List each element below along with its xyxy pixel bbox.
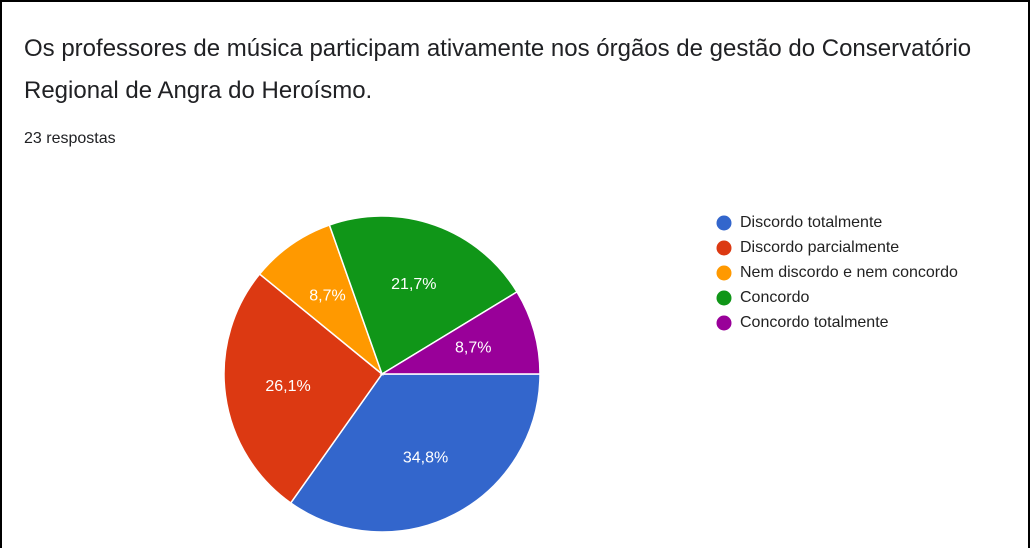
legend-marker [716, 265, 732, 281]
pie-slice [328, 215, 519, 376]
legend-label: Nem discordo e nem concordo [740, 264, 958, 281]
slice-label: 34,8% [403, 449, 448, 466]
legend-label: Discordo totalmente [740, 214, 882, 231]
slice-label: 26,1% [265, 378, 310, 395]
legend-label: Concordo totalmente [740, 314, 889, 331]
pie-slice [258, 224, 384, 377]
slice-label: 8,7% [455, 340, 491, 357]
legend-marker [716, 315, 732, 331]
slice-label: 8,7% [309, 288, 345, 305]
chart-subtitle: 23 respostas [24, 130, 116, 147]
legend-label: Concordo [740, 289, 809, 306]
legend-label: Discordo parcialmente [740, 239, 899, 256]
legend-marker [716, 290, 732, 306]
legend-marker [716, 215, 732, 231]
pie-slice [223, 272, 384, 505]
slice-label: 21,7% [391, 276, 436, 293]
pie-slice [289, 373, 541, 533]
pie-slice [379, 290, 541, 375]
legend-marker [716, 240, 732, 256]
chart-title: Os professores de música participam ativ… [24, 35, 972, 104]
